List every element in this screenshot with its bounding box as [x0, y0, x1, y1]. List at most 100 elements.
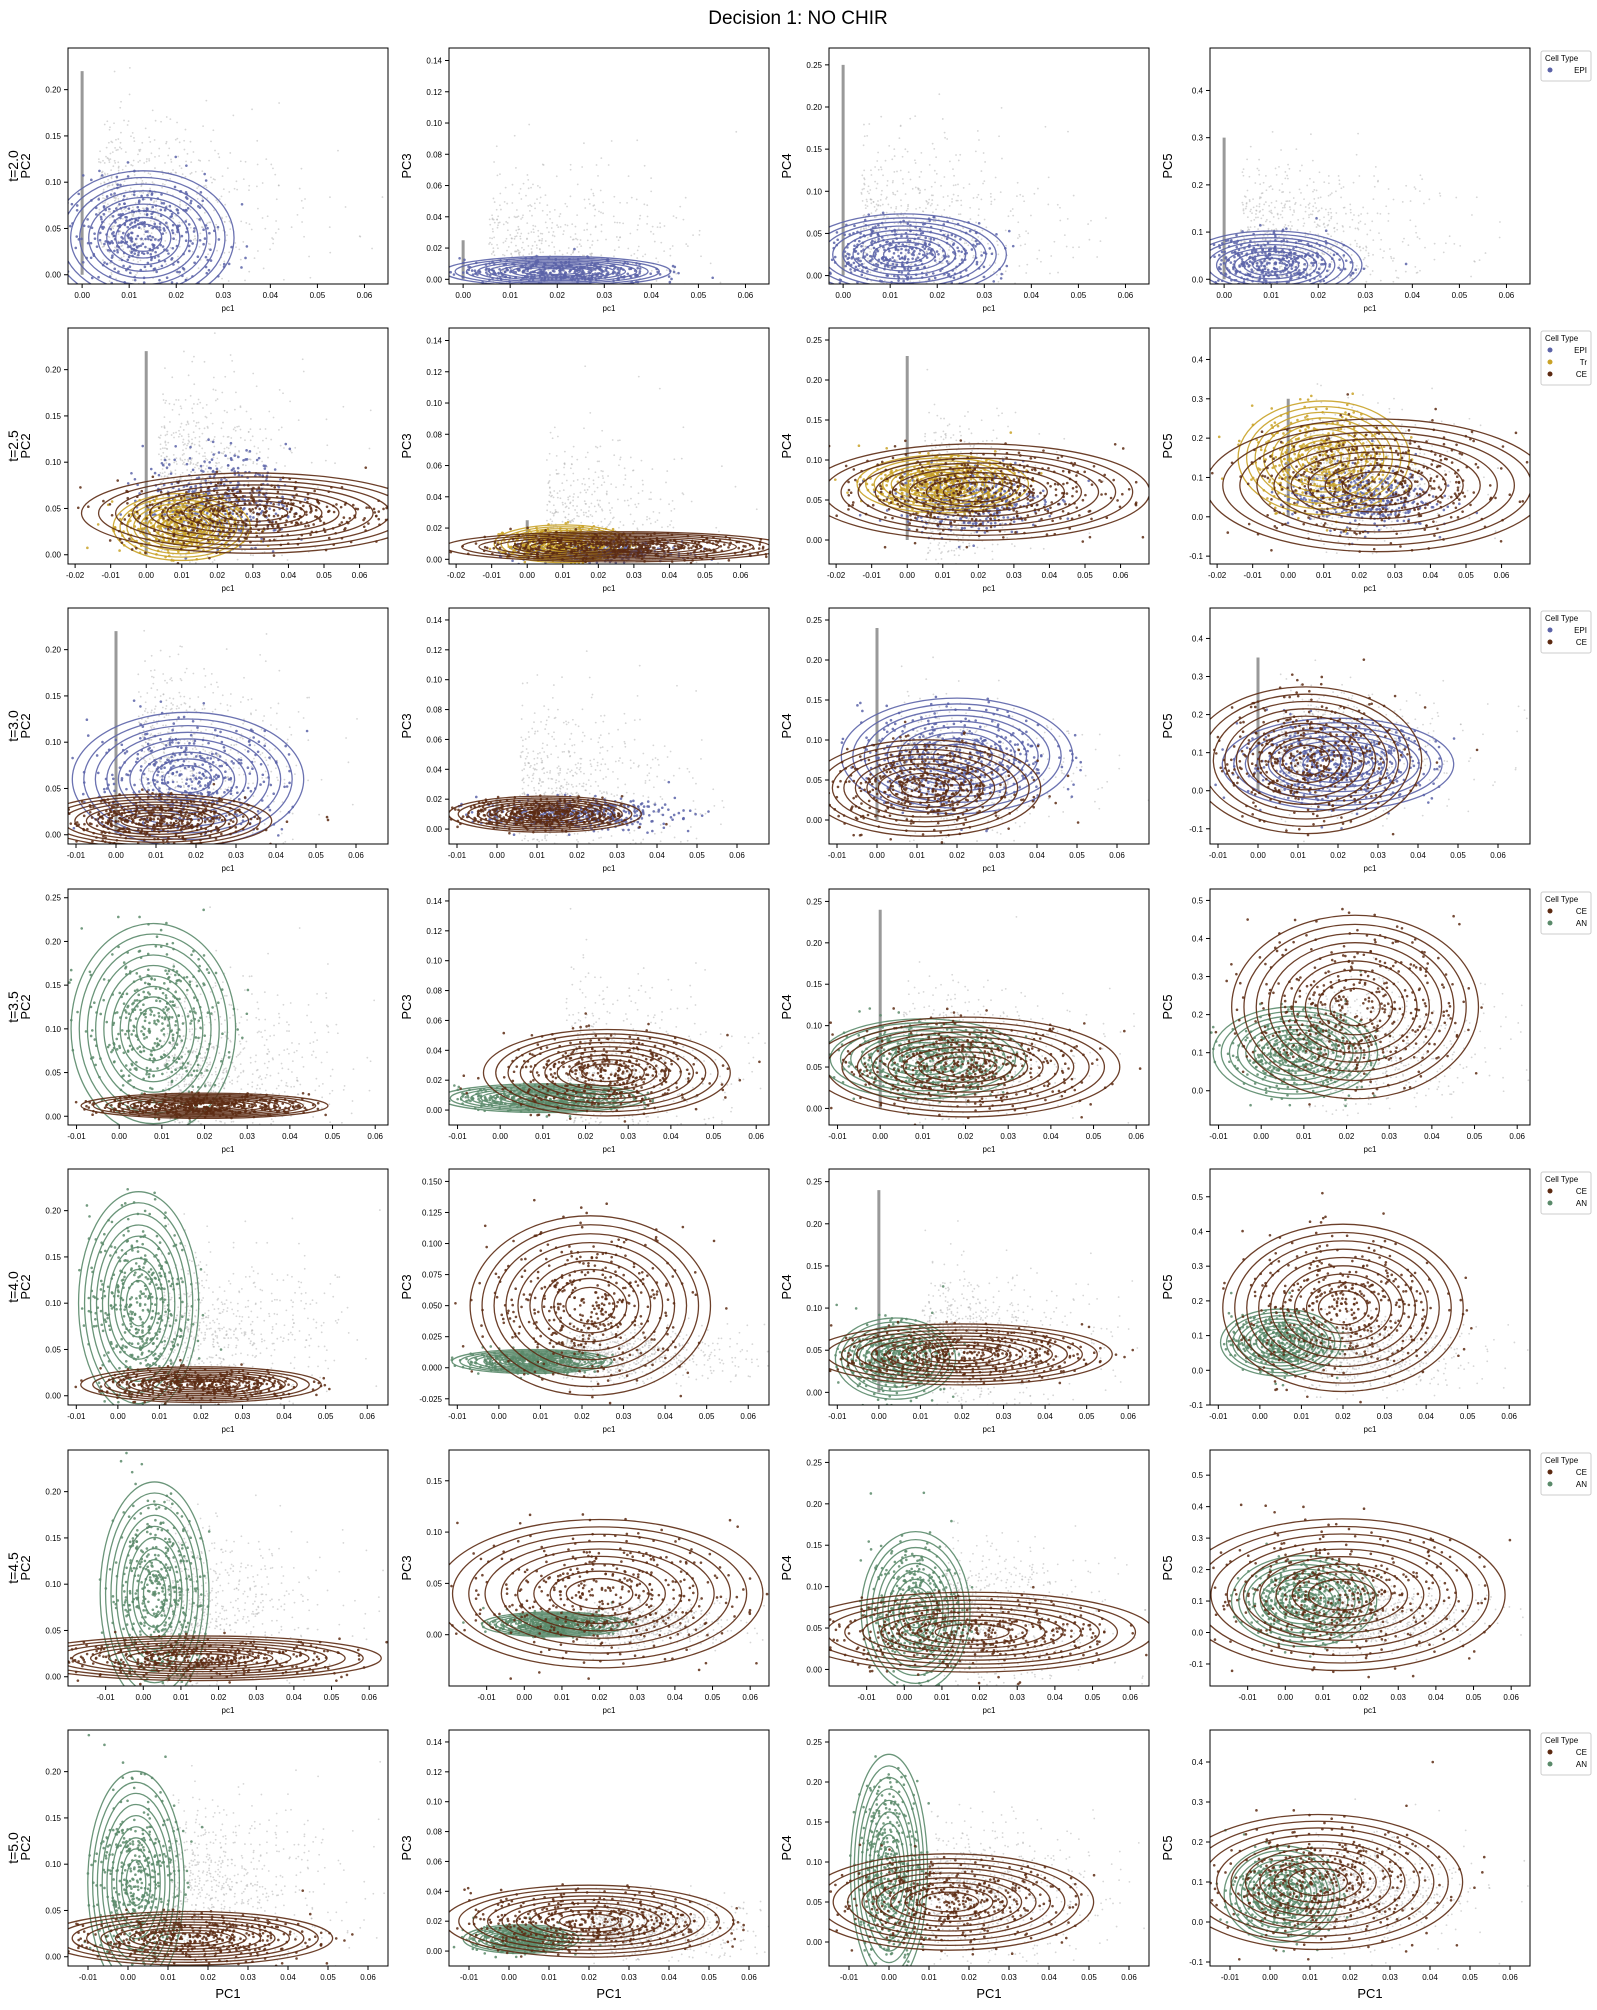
- background-point: [570, 253, 573, 256]
- background-point: [1338, 183, 1341, 185]
- background-point: [600, 157, 603, 160]
- background-point: [185, 160, 187, 163]
- data-point-EPI: [126, 234, 129, 237]
- background-point: [106, 185, 109, 188]
- background-point: [881, 189, 883, 192]
- data-point-EPI: [1262, 264, 1266, 268]
- background-point: [196, 187, 199, 190]
- background-point: [198, 452, 201, 455]
- background-point: [1254, 243, 1257, 246]
- background-point: [1324, 247, 1327, 250]
- data-point-EPI: [90, 276, 94, 280]
- data-point-EPI: [564, 271, 568, 275]
- data-point-EPI: [980, 254, 983, 257]
- background-point: [1392, 280, 1395, 283]
- background-point: [1310, 248, 1313, 251]
- background-point: [174, 205, 177, 208]
- background-point: [1301, 288, 1303, 290]
- background-point: [892, 310, 894, 312]
- background-point: [1442, 251, 1445, 254]
- data-point-EPI: [1245, 261, 1249, 265]
- background-point: [301, 221, 303, 223]
- background-point: [537, 372, 539, 374]
- background-point: [1011, 208, 1014, 210]
- data-point-EPI: [1218, 246, 1222, 249]
- background-point: [1247, 294, 1249, 296]
- background-point: [107, 346, 109, 348]
- background-point: [567, 322, 569, 324]
- data-point-EPI: [199, 191, 203, 194]
- background-point: [248, 189, 250, 192]
- background-point: [99, 293, 101, 295]
- background-point: [213, 304, 215, 306]
- background-point: [186, 469, 189, 471]
- data-point-EPI: [144, 245, 147, 249]
- background-point: [110, 175, 113, 177]
- background-point: [506, 229, 509, 232]
- data-point-EPI: [197, 205, 200, 208]
- background-point: [1278, 255, 1280, 258]
- kde-contour-EPI: [454, 257, 660, 284]
- background-point: [978, 139, 980, 141]
- background-point: [615, 236, 618, 238]
- data-point-EPI: [532, 284, 535, 287]
- data-point-EPI: [931, 272, 935, 275]
- background-point: [99, 150, 101, 153]
- background-point: [663, 225, 666, 227]
- background-point: [955, 268, 958, 271]
- background-point: [1264, 201, 1267, 203]
- background-point: [1499, 221, 1501, 223]
- data-point-EPI: [886, 265, 890, 268]
- background-point: [1253, 316, 1255, 318]
- data-point-EPI: [136, 234, 140, 238]
- data-point-EPI: [74, 246, 78, 250]
- background-point: [1369, 229, 1372, 232]
- background-point: [593, 214, 596, 217]
- background-point: [1388, 301, 1390, 303]
- background-point: [940, 237, 943, 240]
- background-point: [893, 171, 896, 173]
- background-point: [1329, 207, 1332, 210]
- background-point: [1362, 258, 1365, 261]
- background-point: [891, 158, 894, 161]
- background-point: [867, 257, 869, 260]
- background-point: [923, 295, 925, 297]
- background-point: [1349, 203, 1352, 206]
- data-point-EPI: [112, 234, 116, 238]
- background-point: [941, 227, 944, 229]
- y-axis-label: PC4: [779, 153, 794, 178]
- data-point-EPI: [882, 245, 885, 249]
- background-point: [535, 293, 537, 295]
- background-point: [187, 433, 190, 436]
- background-point: [866, 200, 868, 203]
- data-point-EPI: [1240, 252, 1244, 255]
- background-point: [506, 323, 508, 325]
- background-point: [1319, 266, 1322, 269]
- background-point: [908, 243, 911, 246]
- background-point: [1409, 200, 1412, 202]
- background-point: [1268, 186, 1271, 188]
- background-point: [1340, 187, 1343, 190]
- background-point: [1379, 279, 1382, 282]
- background-point: [134, 202, 137, 205]
- data-point-EPI: [956, 246, 959, 250]
- background-point: [960, 199, 963, 202]
- background-point: [113, 246, 116, 249]
- background-point: [149, 220, 152, 222]
- data-point-EPI: [158, 226, 161, 229]
- data-point-EPI: [667, 275, 671, 278]
- data-point-EPI: [795, 264, 798, 267]
- background-point: [579, 239, 582, 241]
- background-point: [862, 244, 865, 246]
- background-point: [539, 342, 541, 344]
- background-point: [1433, 288, 1435, 290]
- background-point: [1312, 181, 1315, 184]
- background-point: [571, 223, 574, 226]
- background-point: [176, 121, 178, 124]
- background-point: [1413, 186, 1416, 188]
- background-point: [1254, 182, 1257, 184]
- background-point: [180, 435, 183, 437]
- background-point: [515, 250, 518, 253]
- background-point: [582, 319, 584, 321]
- background-point: [202, 455, 204, 458]
